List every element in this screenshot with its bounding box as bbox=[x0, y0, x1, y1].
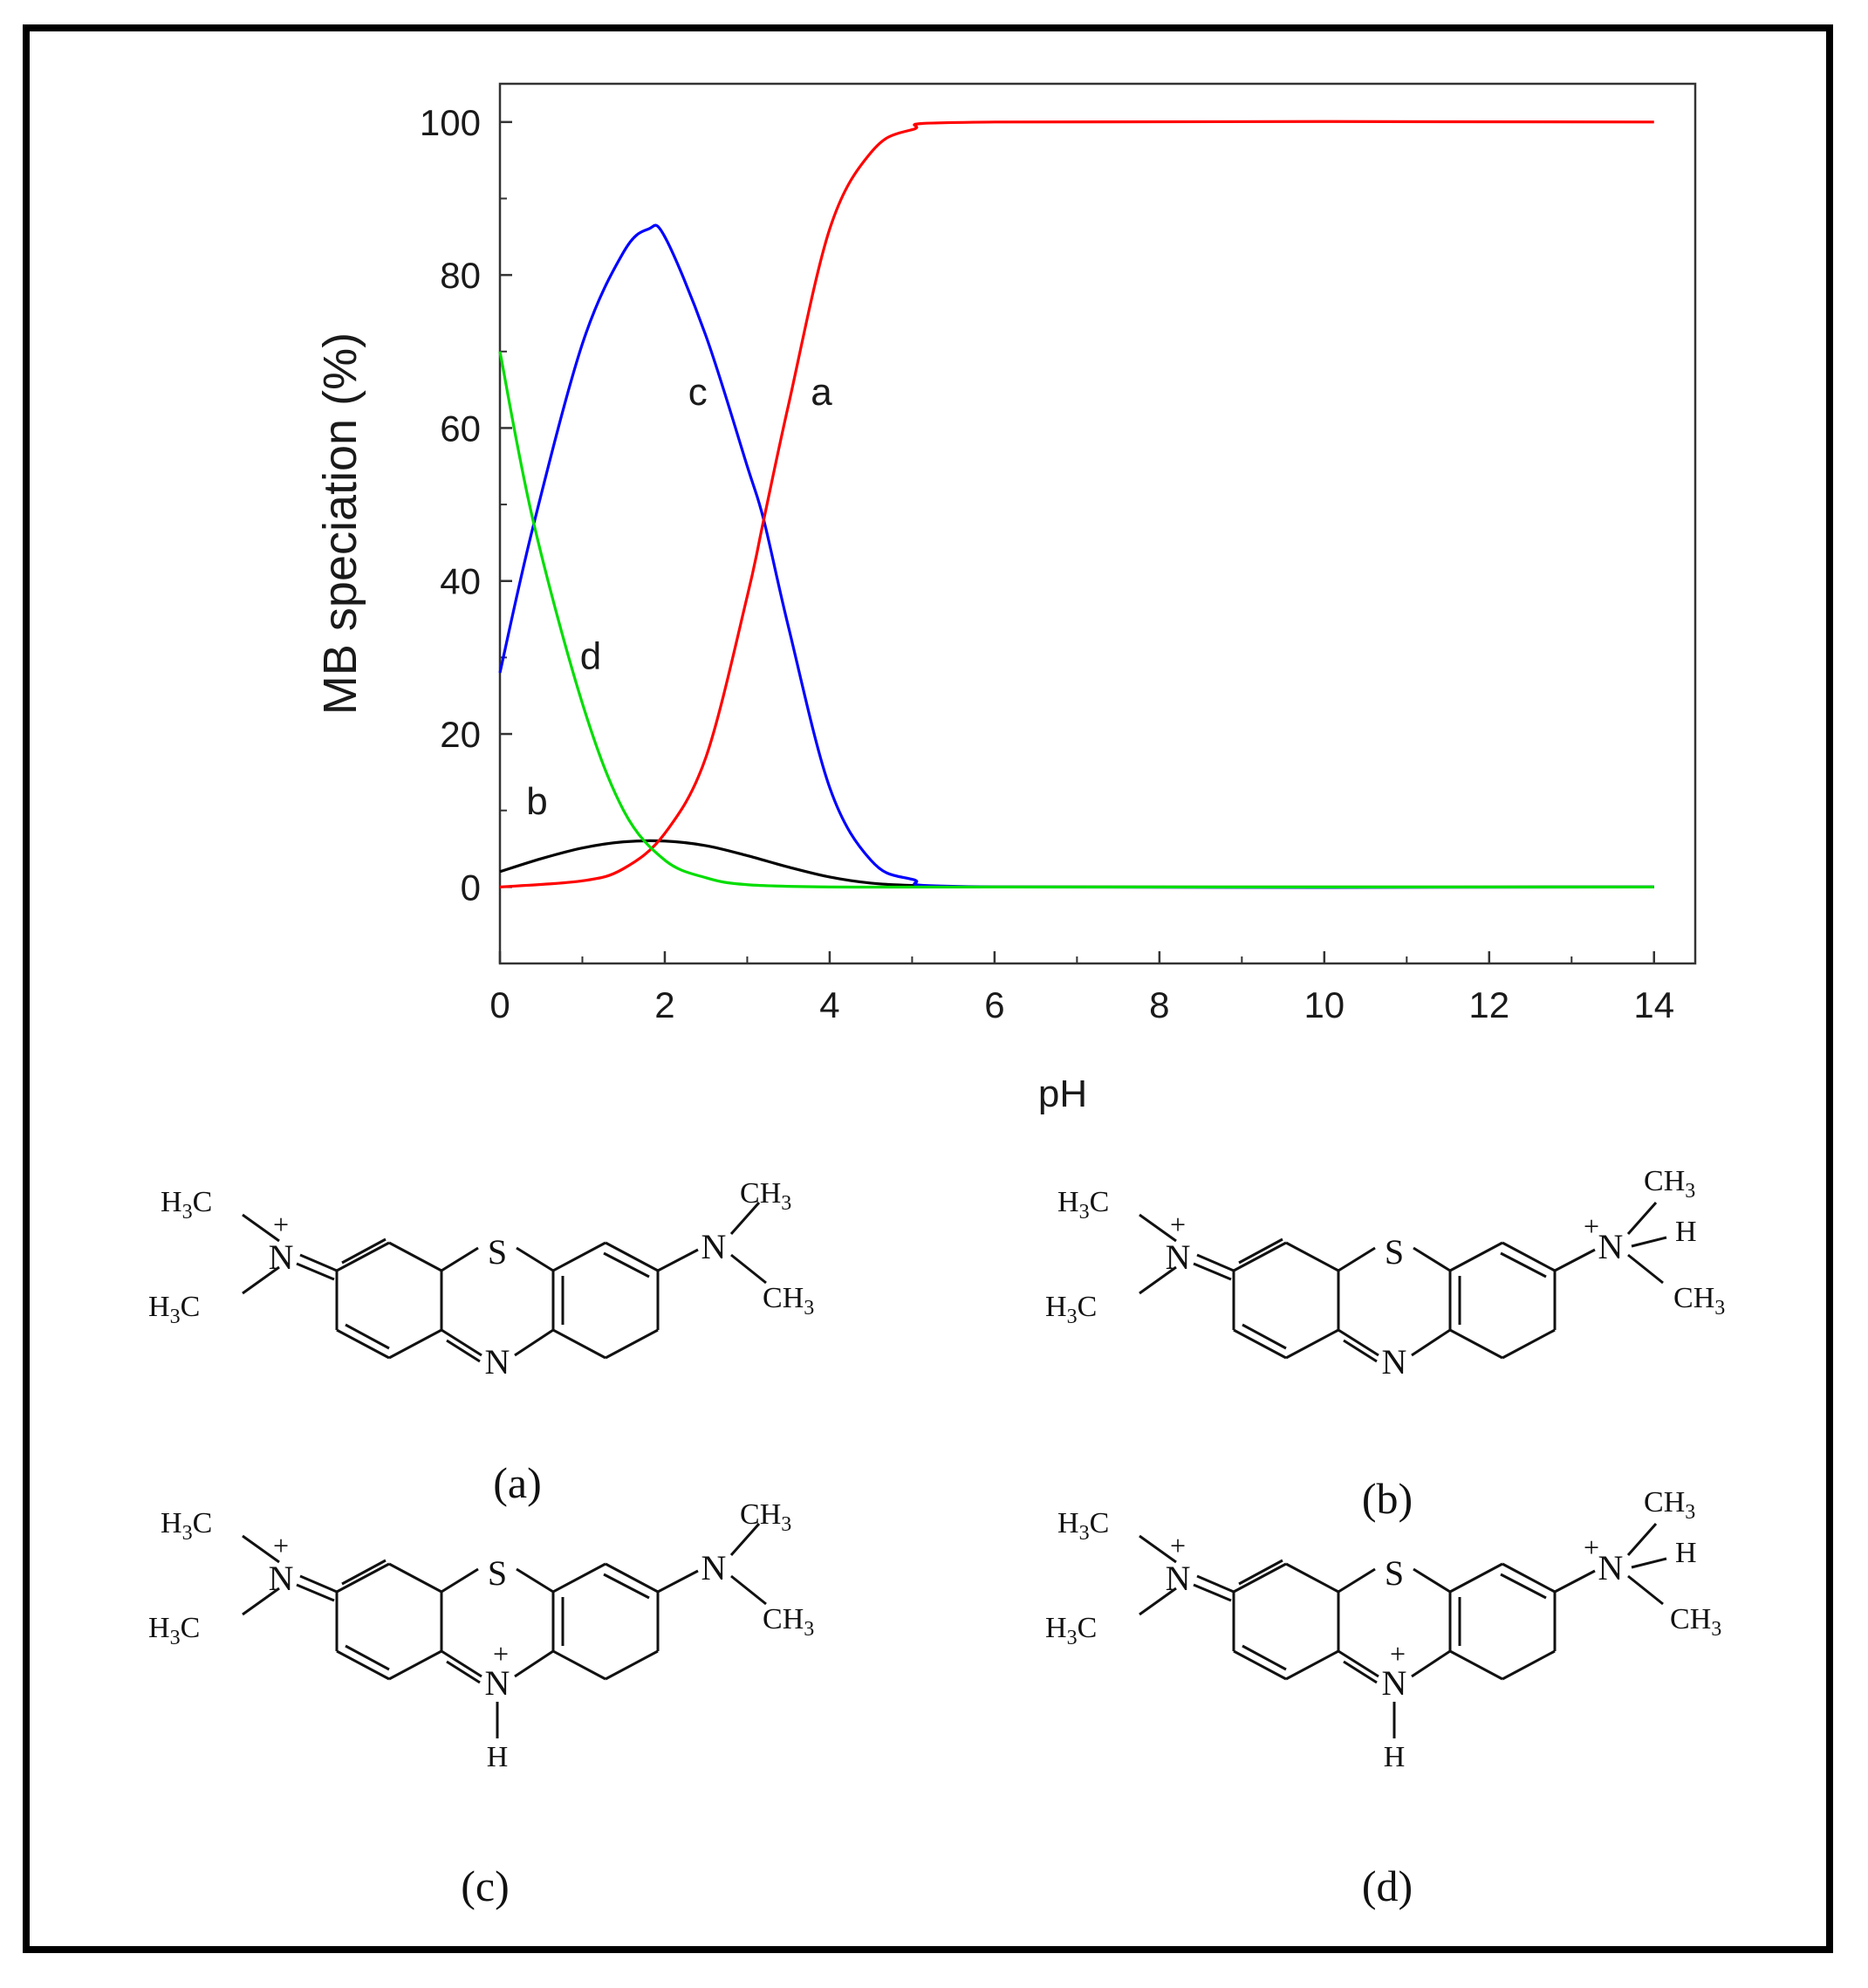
x-tick-label: 12 bbox=[1468, 984, 1509, 1025]
x-tick-label: 6 bbox=[984, 984, 1004, 1025]
x-axis-label: pH bbox=[1038, 1073, 1087, 1115]
plot-area-frame bbox=[498, 82, 1697, 965]
left-nitrogen: N bbox=[269, 1559, 294, 1598]
curve-label-a: a bbox=[811, 371, 832, 414]
methyl-right-top: CH3 bbox=[740, 1177, 791, 1215]
ring-n-hydrogen: H bbox=[487, 1741, 509, 1773]
series-line-d bbox=[498, 351, 1654, 889]
y-tick-label: 80 bbox=[440, 255, 481, 296]
structure-c: S N + H N + H3C H3C N CH3 CH3 bbox=[148, 1498, 814, 1773]
charge-plus: + bbox=[273, 1209, 289, 1240]
x-axis-ticks: 0 2 4 6 8 10 12 14 bbox=[489, 951, 1674, 1025]
charge-plus: + bbox=[1390, 1638, 1406, 1669]
charge-plus: + bbox=[1170, 1530, 1186, 1561]
panel-label-c: (c) bbox=[461, 1861, 510, 1910]
methyl-right-top: CH3 bbox=[740, 1498, 791, 1536]
methyl-right-top: CH3 bbox=[1644, 1165, 1695, 1203]
series-line-b bbox=[499, 839, 1654, 889]
methyl-left-bottom: H3C bbox=[1045, 1612, 1097, 1649]
n-hydrogen: H bbox=[1675, 1216, 1697, 1248]
right-nitrogen: N bbox=[701, 1227, 727, 1266]
y-tick-label: 0 bbox=[461, 867, 481, 908]
x-tick-label: 14 bbox=[1633, 984, 1674, 1025]
panel-label-b: (b) bbox=[1362, 1474, 1413, 1523]
y-axis-ticks: 0 20 40 60 80 100 bbox=[420, 102, 512, 964]
charge-plus: + bbox=[493, 1638, 509, 1669]
ring-n-hydrogen: H bbox=[1384, 1741, 1406, 1773]
curve-label-c: c bbox=[688, 371, 708, 414]
methyl-right-bottom: CH3 bbox=[763, 1603, 814, 1641]
left-nitrogen: N bbox=[1166, 1237, 1191, 1277]
charge-plus: + bbox=[1170, 1209, 1186, 1240]
y-axis-label: MB speciation (%) bbox=[314, 332, 366, 715]
charge-plus: + bbox=[273, 1530, 289, 1561]
right-nitrogen: N bbox=[701, 1548, 727, 1587]
methyl-left-top: H3C bbox=[161, 1507, 212, 1545]
series-line-a bbox=[499, 120, 1654, 888]
y-tick-label: 100 bbox=[420, 102, 481, 143]
series-line-c bbox=[498, 223, 1654, 889]
sulfur-atom: S bbox=[1385, 1232, 1404, 1272]
methyl-right-bottom: CH3 bbox=[763, 1282, 814, 1320]
structure-d: S N + H N + H3C H3C N + H CH3 CH3 bbox=[1045, 1486, 1721, 1773]
charge-plus: + bbox=[1584, 1532, 1599, 1563]
curve-labels: a c d b bbox=[526, 371, 832, 823]
speciation-chart: 0 20 40 60 80 100 0 2 4 6 8 10 12 14 a c d b pH MB spec… bbox=[314, 82, 1697, 1115]
methyl-left-top: H3C bbox=[161, 1186, 212, 1224]
structure-a: S N N + H3C H3C N CH3 CH3 bbox=[148, 1177, 814, 1381]
methyl-left-top: H3C bbox=[1057, 1507, 1109, 1545]
right-nitrogen: N bbox=[1598, 1548, 1624, 1587]
methyl-right-top: CH3 bbox=[1644, 1486, 1695, 1524]
figure-frame bbox=[23, 24, 1833, 1953]
y-tick-label: 60 bbox=[440, 408, 481, 449]
curve-label-d: d bbox=[580, 635, 601, 678]
sulfur-atom: S bbox=[488, 1232, 507, 1272]
methyl-left-top: H3C bbox=[1057, 1186, 1109, 1224]
right-nitrogen: N bbox=[1598, 1227, 1624, 1266]
methyl-right-bottom: CH3 bbox=[1670, 1603, 1721, 1641]
left-nitrogen: N bbox=[1166, 1559, 1191, 1598]
x-tick-label: 0 bbox=[489, 984, 510, 1025]
series-layer bbox=[498, 120, 1654, 889]
sulfur-atom: S bbox=[1385, 1553, 1404, 1593]
ring-nitrogen: N bbox=[485, 1663, 510, 1703]
x-tick-label: 4 bbox=[819, 984, 839, 1025]
ring-nitrogen: N bbox=[1382, 1663, 1407, 1703]
panel-label-d: (d) bbox=[1362, 1861, 1413, 1910]
methyl-right-bottom: CH3 bbox=[1673, 1282, 1725, 1320]
y-tick-label: 40 bbox=[440, 561, 481, 602]
methyl-left-bottom: H3C bbox=[148, 1612, 200, 1649]
left-nitrogen: N bbox=[269, 1237, 294, 1277]
structure-b: S N N + H3C H3C N + H CH3 CH3 bbox=[1045, 1165, 1725, 1381]
x-tick-label: 8 bbox=[1149, 984, 1169, 1025]
x-tick-label: 2 bbox=[654, 984, 674, 1025]
curve-label-b: b bbox=[526, 780, 547, 823]
methyl-left-bottom: H3C bbox=[148, 1291, 200, 1328]
ring-nitrogen: N bbox=[1382, 1342, 1407, 1381]
sulfur-atom: S bbox=[488, 1553, 507, 1593]
ring-nitrogen: N bbox=[485, 1342, 510, 1381]
methyl-left-bottom: H3C bbox=[1045, 1291, 1097, 1328]
charge-plus: + bbox=[1584, 1210, 1599, 1242]
y-tick-label: 20 bbox=[440, 714, 481, 755]
n-hydrogen: H bbox=[1675, 1537, 1697, 1569]
x-tick-label: 10 bbox=[1303, 984, 1345, 1025]
panel-label-a: (a) bbox=[493, 1458, 542, 1507]
